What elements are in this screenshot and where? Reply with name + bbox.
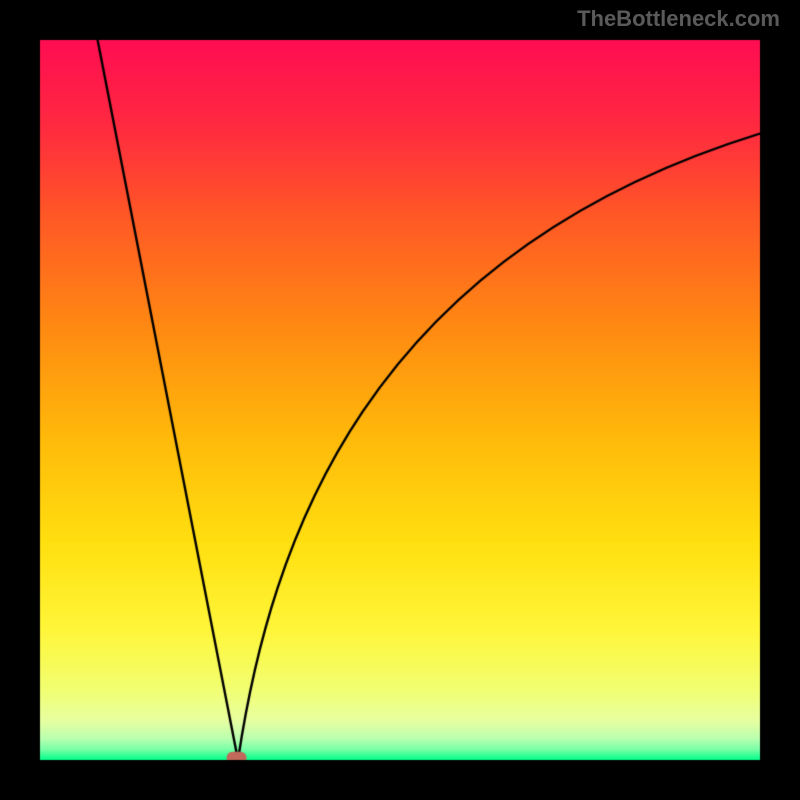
watermark-label: TheBottleneck.com: [577, 6, 780, 32]
bottleneck-chart: TheBottleneck.com: [0, 0, 800, 800]
gradient-v-curve-plot: [0, 0, 800, 800]
